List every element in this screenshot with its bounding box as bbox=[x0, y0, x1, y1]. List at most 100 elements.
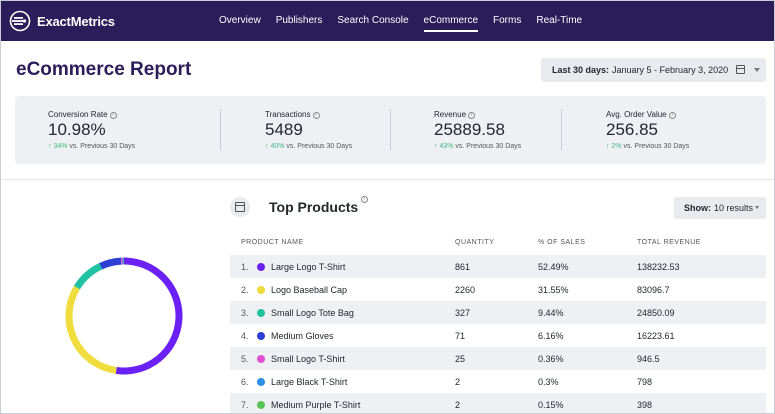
top-products-title: Top Products bbox=[269, 199, 358, 215]
donut-slice-2[interactable] bbox=[69, 288, 116, 371]
product-name: Logo Baseball Cap bbox=[271, 285, 347, 295]
date-range-value: January 5 - February 3, 2020 bbox=[612, 65, 728, 75]
info-icon[interactable]: i bbox=[313, 112, 320, 119]
revenue-value: 16223.61 bbox=[637, 331, 675, 341]
stat-compare: vs. Previous 30 Days bbox=[286, 143, 352, 150]
chevron-down-icon bbox=[754, 68, 760, 72]
table-row[interactable]: 7. Medium Purple T-Shirt 2 0.15% 398 bbox=[230, 393, 766, 414]
stat-change: 43% bbox=[439, 143, 453, 150]
arrow-up-icon: ↑ bbox=[434, 143, 438, 150]
stat-label: Avg. Order Value bbox=[606, 110, 667, 119]
nav-ecommerce[interactable]: eCommerce bbox=[424, 1, 478, 41]
stat-divider bbox=[390, 109, 391, 150]
row-index: 3. bbox=[241, 308, 249, 318]
column-header-product-name[interactable]: PRODUCT NAME bbox=[241, 239, 304, 246]
info-icon[interactable]: i bbox=[361, 196, 368, 203]
product-name: Large Logo T-Shirt bbox=[271, 262, 345, 272]
table-row[interactable]: 6. Large Black T-Shirt 2 0.3% 798 bbox=[230, 370, 766, 393]
row-index: 5. bbox=[241, 354, 249, 364]
stat-value: 256.85 bbox=[606, 120, 658, 140]
top-nav-bar: ExactMetrics Overview Publishers Search … bbox=[1, 1, 774, 41]
table-row[interactable]: 5. Small Logo T-Shirt 25 0.36% 946.5 bbox=[230, 347, 766, 370]
table-row[interactable]: 2. Logo Baseball Cap 2260 31.55% 83096.7 bbox=[230, 278, 766, 301]
stat-compare: vs. Previous 30 Days bbox=[69, 143, 135, 150]
table-row[interactable]: 1. Large Logo T-Shirt 861 52.49% 138232.53 bbox=[230, 255, 766, 278]
nav-forms[interactable]: Forms bbox=[493, 1, 521, 41]
percent-value: 9.44% bbox=[538, 308, 564, 318]
color-swatch bbox=[257, 309, 265, 317]
row-index: 4. bbox=[241, 331, 249, 341]
percent-value: 0.15% bbox=[538, 400, 564, 410]
stat-value: 10.98% bbox=[48, 120, 106, 140]
percent-value: 52.49% bbox=[538, 262, 569, 272]
product-name: Medium Gloves bbox=[271, 331, 334, 341]
table-row[interactable]: 4. Medium Gloves 71 6.16% 16223.61 bbox=[230, 324, 766, 347]
stat-change: 34% bbox=[53, 143, 67, 150]
brand-logo[interactable]: ExactMetrics bbox=[9, 10, 115, 32]
color-swatch bbox=[257, 263, 265, 271]
quantity-value: 2 bbox=[455, 400, 460, 410]
column-header-percent-of-sales[interactable]: % OF SALES bbox=[538, 239, 585, 246]
color-swatch bbox=[257, 378, 265, 386]
product-name: Small Logo Tote Bag bbox=[271, 308, 354, 318]
stat-value: 5489 bbox=[265, 120, 303, 140]
nav-overview[interactable]: Overview bbox=[219, 1, 261, 41]
donut-slice-1[interactable] bbox=[116, 261, 179, 371]
table-row[interactable]: 3. Small Logo Tote Bag 327 9.44% 24850.09 bbox=[230, 301, 766, 324]
percent-value: 6.16% bbox=[538, 331, 564, 341]
revenue-value: 24850.09 bbox=[637, 308, 675, 318]
stat-label: Transactions bbox=[265, 110, 311, 119]
nav-publishers[interactable]: Publishers bbox=[276, 1, 323, 41]
revenue-value: 398 bbox=[637, 400, 652, 410]
top-products-icon-badge bbox=[230, 197, 250, 217]
stat-compare: vs. Previous 30 Days bbox=[455, 143, 521, 150]
stat-label: Revenue bbox=[434, 110, 466, 119]
donut-slice-3[interactable] bbox=[77, 266, 101, 287]
arrow-up-icon: ↑ bbox=[606, 143, 610, 150]
quantity-value: 71 bbox=[455, 331, 465, 341]
arrow-up-icon: ↑ bbox=[48, 143, 52, 150]
info-icon[interactable]: i bbox=[669, 112, 676, 119]
show-results-dropdown[interactable]: Show: 10 results bbox=[674, 197, 766, 219]
revenue-value: 83096.7 bbox=[637, 285, 670, 295]
revenue-value: 138232.53 bbox=[637, 262, 680, 272]
row-index: 2. bbox=[241, 285, 249, 295]
revenue-value: 946.5 bbox=[637, 354, 660, 364]
main-nav: Overview Publishers Search Console eComm… bbox=[219, 1, 597, 41]
stat-value: 25889.58 bbox=[434, 120, 505, 140]
date-range-picker[interactable]: Last 30 days: January 5 - February 3, 20… bbox=[541, 58, 766, 82]
quantity-value: 861 bbox=[455, 262, 470, 272]
column-header-total-revenue[interactable]: TOTAL REVENUE bbox=[637, 239, 701, 246]
nav-search-console[interactable]: Search Console bbox=[337, 1, 408, 41]
color-swatch bbox=[257, 355, 265, 363]
product-name: Medium Purple T-Shirt bbox=[271, 400, 360, 410]
row-index: 6. bbox=[241, 377, 249, 387]
info-icon[interactable]: i bbox=[110, 112, 117, 119]
stats-panel: Conversion Rate i 10.98% ↑ 34% vs. Previo… bbox=[15, 96, 766, 164]
info-icon[interactable]: i bbox=[468, 112, 475, 119]
sales-donut-chart bbox=[63, 255, 185, 377]
stat-compare: vs. Previous 30 Days bbox=[624, 143, 690, 150]
chevron-down-icon bbox=[755, 206, 759, 209]
stat-change: 40% bbox=[270, 143, 284, 150]
quantity-value: 2260 bbox=[455, 285, 475, 295]
quantity-value: 2 bbox=[455, 377, 460, 387]
stat-divider bbox=[220, 109, 221, 150]
color-swatch bbox=[257, 332, 265, 340]
product-name: Small Logo T-Shirt bbox=[271, 354, 345, 364]
column-header-quantity[interactable]: QUANTITY bbox=[455, 239, 494, 246]
product-name: Large Black T-Shirt bbox=[271, 377, 347, 387]
quantity-value: 327 bbox=[455, 308, 470, 318]
calendar-icon bbox=[235, 202, 245, 212]
percent-value: 0.3% bbox=[538, 377, 559, 387]
brand-name: ExactMetrics bbox=[37, 14, 115, 29]
calendar-icon bbox=[736, 65, 745, 74]
quantity-value: 25 bbox=[455, 354, 465, 364]
stat-change: 2% bbox=[611, 143, 621, 150]
percent-value: 0.36% bbox=[538, 354, 564, 364]
donut-slice-4[interactable] bbox=[101, 261, 121, 266]
nav-real-time[interactable]: Real-Time bbox=[536, 1, 582, 41]
stat-divider bbox=[561, 109, 562, 150]
stat-label: Conversion Rate bbox=[48, 110, 108, 119]
arrow-up-icon: ↑ bbox=[265, 143, 269, 150]
